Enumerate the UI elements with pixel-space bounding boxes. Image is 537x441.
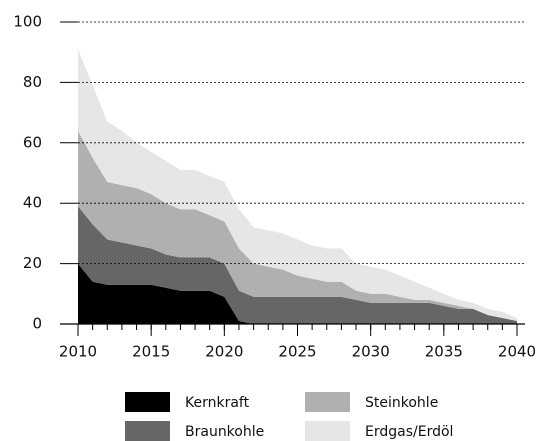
x-tick-label: 2015: [132, 343, 170, 361]
legend-swatch: [125, 421, 170, 441]
legend-swatch: [305, 392, 350, 412]
x-tick-label: 2020: [205, 343, 243, 361]
x-tick-label: 2030: [352, 343, 390, 361]
area: [78, 130, 517, 321]
y-tick-label: 100: [13, 13, 42, 31]
legend-label: Braunkohle: [185, 424, 264, 440]
y-tick-label: 80: [23, 73, 42, 91]
x-tick-label: 2025: [278, 343, 316, 361]
y-tick-label: 60: [23, 133, 42, 151]
legend-swatch: [305, 421, 350, 441]
legend-label: Kernkraft: [185, 395, 250, 411]
area: [78, 206, 517, 324]
y-tick-label: 20: [23, 254, 42, 272]
area: [78, 263, 517, 324]
legend-label: Steinkohle: [365, 395, 438, 411]
x-tick-label: 2010: [59, 343, 97, 361]
legend-swatch: [125, 392, 170, 412]
area: [78, 49, 517, 321]
legend-label: Erdgas/Erdöl: [365, 424, 453, 440]
y-tick-label: 40: [23, 194, 42, 212]
x-tick-label: 2035: [425, 343, 463, 361]
y-tick-label: 0: [32, 315, 42, 333]
x-tick-label: 2040: [498, 343, 536, 361]
